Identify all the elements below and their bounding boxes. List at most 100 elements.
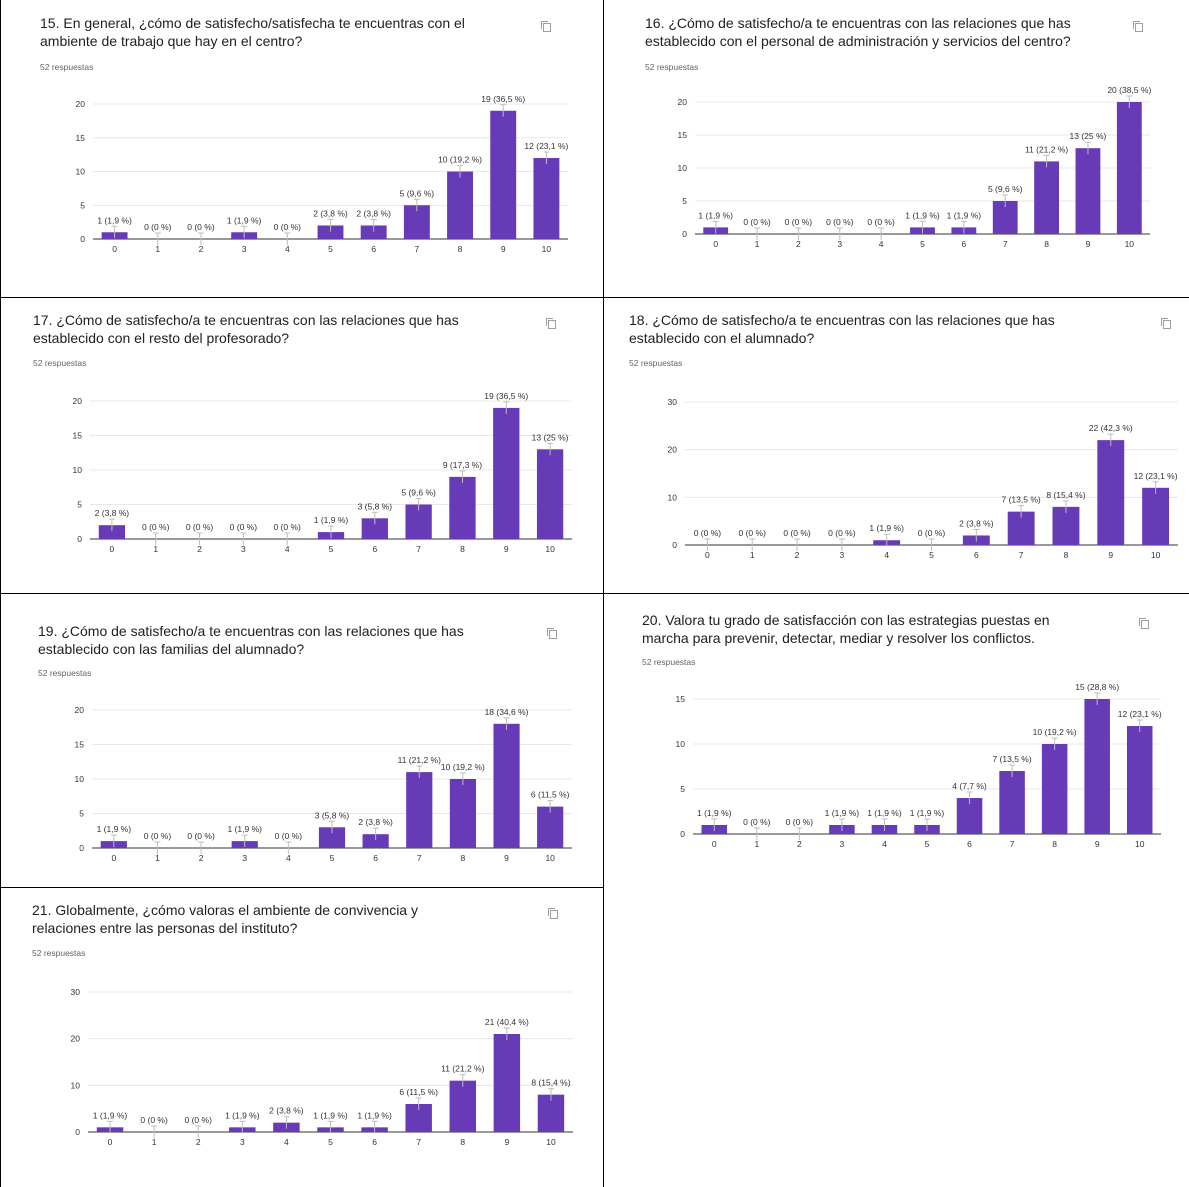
bar <box>360 225 387 239</box>
data-label: 1 (1,9 %) <box>867 808 902 818</box>
question-title-line-1: 19. ¿Cómo de satisfecho/a te encuentras … <box>38 623 464 639</box>
x-tick-label: 2 <box>199 853 204 863</box>
data-label: 1 (1,9 %) <box>314 515 349 525</box>
copy-icon[interactable] <box>545 317 557 329</box>
row-divider-3 <box>0 887 604 888</box>
x-tick-label: 8 <box>460 1137 465 1147</box>
data-label: 12 (23,1 %) <box>524 141 568 151</box>
question-title-line-2: marcha para prevenir, detectar, mediar y… <box>642 630 1035 646</box>
y-tick-label: 20 <box>73 396 83 406</box>
y-tick-label: 30 <box>668 397 678 407</box>
data-label: 20 (38,5 %) <box>1107 85 1151 95</box>
data-label: 5 (9,6 %) <box>401 488 436 498</box>
response-count: 52 respuestas <box>642 657 696 667</box>
bar-chart: 0 5 10 15 20 2 (3,8 %) 0 0 (0 %) 1 0 (0 %) 2 0 (0 %… <box>73 391 572 554</box>
data-label: 0 (0 %) <box>144 222 172 232</box>
y-tick-label: 20 <box>76 99 86 109</box>
x-tick-label: 6 <box>974 550 979 560</box>
copy-icon[interactable] <box>1132 20 1144 32</box>
y-tick-label: 10 <box>678 163 688 173</box>
question-title-line-1: 20. Valora tu grado de satisfacción con … <box>642 612 1050 628</box>
x-tick-label: 0 <box>108 1137 113 1147</box>
question-title: 16. ¿Cómo de satisfecho/a te encuentras … <box>645 14 1071 50</box>
data-label: 0 (0 %) <box>743 817 771 827</box>
y-tick-label: 15 <box>75 740 85 750</box>
question-title-line-1: 21. Globalmente, ¿cómo valoras el ambien… <box>32 902 418 918</box>
data-label: 0 (0 %) <box>186 522 214 532</box>
data-label: 12 (23,1 %) <box>1118 709 1162 719</box>
copy-icon[interactable] <box>546 627 558 639</box>
y-tick-label: 5 <box>79 809 84 819</box>
question-title-line-2: establecido con el alumnado? <box>629 330 815 346</box>
data-label: 22 (42,3 %) <box>1089 423 1133 433</box>
question-title-line-1: 16. ¿Cómo de satisfecho/a te encuentras … <box>645 15 1071 31</box>
x-tick-label: 7 <box>1010 839 1015 849</box>
x-tick-label: 7 <box>416 544 421 554</box>
x-tick-label: 0 <box>713 239 718 249</box>
y-tick-label: 20 <box>678 97 688 107</box>
data-label: 2 (3,8 %) <box>95 508 130 518</box>
x-tick-label: 5 <box>329 544 334 554</box>
data-label: 0 (0 %) <box>273 522 301 532</box>
bar <box>1142 487 1170 545</box>
bar-chart: 0 5 10 15 20 1 (1,9 %) 0 0 (0 %) 1 0 (0 %) 2 1 (1,9… <box>75 705 572 863</box>
data-label: 11 (21,2 %) <box>1025 144 1068 154</box>
data-label: 0 (0 %) <box>739 528 767 538</box>
bar <box>361 518 388 539</box>
x-tick-label: 7 <box>414 244 419 254</box>
response-count: 52 respuestas <box>629 358 683 368</box>
y-tick-label: 20 <box>71 1034 81 1044</box>
data-label: 1 (1,9 %) <box>825 808 860 818</box>
x-tick-label: 10 <box>1125 239 1135 249</box>
x-tick-label: 9 <box>501 244 506 254</box>
bar <box>449 476 476 539</box>
x-tick-label: 9 <box>504 1137 509 1147</box>
copy-icon[interactable] <box>547 907 559 919</box>
bar <box>449 779 476 848</box>
copy-icon[interactable] <box>1160 317 1172 329</box>
response-count: 52 respuestas <box>32 948 86 958</box>
bar-chart: 0 5 10 15 20 1 (1,9 %) 0 0 (0 %) 1 0 (0 %) 2 1 (1,9… <box>76 94 569 254</box>
data-label: 5 (9,6 %) <box>400 188 435 198</box>
y-tick-label: 0 <box>77 534 82 544</box>
y-tick-label: 15 <box>76 133 86 143</box>
data-label: 2 (3,8 %) <box>356 209 391 219</box>
data-label: 15 (28,8 %) <box>1075 682 1119 692</box>
data-label: 1 (1,9 %) <box>869 523 904 533</box>
x-tick-label: 0 <box>110 544 115 554</box>
data-label: 18 (34,6 %) <box>485 707 529 717</box>
y-tick-label: 15 <box>73 431 83 441</box>
data-label: 0 (0 %) <box>187 222 215 232</box>
x-tick-label: 8 <box>1064 550 1069 560</box>
row-divider-2 <box>0 593 1189 594</box>
y-tick-label: 15 <box>676 694 686 704</box>
bar <box>317 225 344 239</box>
y-tick-label: 10 <box>71 1080 81 1090</box>
data-label: 0 (0 %) <box>743 217 771 227</box>
bar <box>1084 699 1110 834</box>
question-title: 19. ¿Cómo de satisfecho/a te encuentras … <box>38 622 464 658</box>
data-label: 0 (0 %) <box>828 528 856 538</box>
x-tick-label: 4 <box>879 239 884 249</box>
y-tick-label: 10 <box>73 465 83 475</box>
bar <box>493 1034 521 1132</box>
x-tick-label: 3 <box>240 1137 245 1147</box>
bar <box>1041 744 1068 834</box>
data-label: 8 (15,4 %) <box>1046 490 1085 500</box>
y-tick-label: 5 <box>80 200 85 210</box>
x-tick-label: 8 <box>460 544 465 554</box>
y-tick-label: 0 <box>75 1127 80 1137</box>
x-tick-label: 5 <box>328 244 333 254</box>
x-tick-label: 1 <box>155 244 160 254</box>
x-tick-label: 0 <box>712 839 717 849</box>
question-title-line-2: establecido con las familias del alumnad… <box>38 641 305 657</box>
bar <box>537 1094 565 1132</box>
bar <box>1116 102 1142 234</box>
copy-icon[interactable] <box>1138 617 1150 629</box>
bar <box>493 407 520 539</box>
copy-icon[interactable] <box>540 20 552 32</box>
question-title: 20. Valora tu grado de satisfacción con … <box>642 611 1050 647</box>
data-label: 9 (17,3 %) <box>443 460 482 470</box>
data-label: 0 (0 %) <box>275 831 303 841</box>
